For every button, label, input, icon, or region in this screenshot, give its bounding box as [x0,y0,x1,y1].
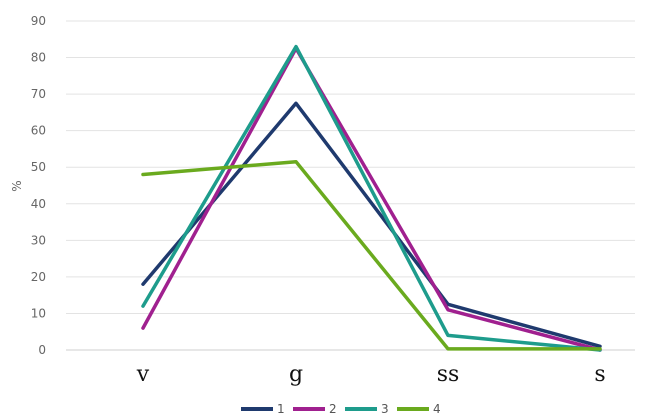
series-line-4 [141,159,602,351]
y-tick-labels: 0 10 20 30 40 50 60 70 80 90 [31,14,46,357]
x-tick-labels: v g ss s [136,362,606,387]
y-tick-label: 70 [31,87,46,101]
x-tick-label-v: v [136,362,150,387]
y-tick-label: 10 [31,306,46,320]
y-tick-label: 40 [31,197,46,211]
legend: 1 2 3 4 [241,402,441,416]
x-tick-label-ss: ss [437,362,460,387]
legend-label-1: 1 [277,402,285,416]
legend-label-3: 3 [381,402,389,416]
series-line-2 [141,46,602,352]
legend-item-2: 2 [293,402,337,416]
x-tick-label-g: g [289,362,303,387]
series-lines [141,44,602,352]
series-line-3 [141,44,602,352]
legend-item-3: 3 [345,402,389,416]
gridlines [66,20,635,314]
legend-item-4: 4 [397,402,441,416]
y-tick-label: 20 [31,270,46,284]
legend-label-4: 4 [433,402,441,416]
y-axis-label: % [10,180,24,191]
legend-item-1: 1 [241,402,285,416]
series-line-1 [141,101,602,349]
y-tick-label: 80 [31,51,46,65]
y-tick-label: 60 [31,124,46,138]
y-tick-label: 90 [31,14,46,28]
legend-label-2: 2 [329,402,337,416]
y-tick-label: 0 [38,343,46,357]
y-tick-label: 50 [31,160,46,174]
x-tick-label-s: s [594,362,605,387]
y-tick-label: 30 [31,233,46,247]
